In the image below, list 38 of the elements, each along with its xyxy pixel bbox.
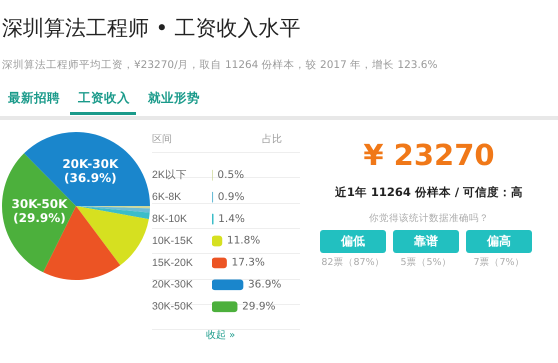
text: 82票（87%） <box>320 256 386 269</box>
text: 工资收入 <box>78 90 130 107</box>
text: 收起 » <box>206 328 236 342</box>
y-tick-label: 30K-50K <box>152 300 193 313</box>
text: 7票（7%） <box>472 256 526 269</box>
bar <box>212 258 227 268</box>
y-tick-label: 20K-30K <box>152 278 193 291</box>
data-label: 11.8% <box>226 234 260 247</box>
slice-label: 20K-30K <box>62 156 119 171</box>
text: 深圳算法工程师平均工资，¥23270/月，取自 11264 份样本，较 2017 年，增长 123.6% <box>2 58 438 72</box>
bar <box>212 280 244 290</box>
data-label: (29.9%) <box>13 210 66 225</box>
text: 偏低 <box>320 230 386 253</box>
data-label: 17.3% <box>232 256 265 269</box>
text: 偏高 <box>466 230 532 253</box>
y-tick-label: 8K-10K <box>152 212 188 225</box>
y-tick-label: 2K以下 <box>152 168 187 182</box>
text: 最新招聘 <box>8 90 60 107</box>
text: 5票（5%） <box>399 256 453 269</box>
x-axis-title: 占比 <box>262 132 282 146</box>
text: 就业形势 <box>148 90 200 107</box>
y-axis-title: 区间 <box>152 133 172 146</box>
data-label: 29.9% <box>242 300 276 312</box>
y-tick-label: 10K-15K <box>152 234 193 247</box>
bar <box>212 301 238 312</box>
slice-label: 30K-50K <box>12 196 68 211</box>
text: ¥ 23270 <box>362 138 496 172</box>
text: 靠谱 <box>393 230 459 253</box>
text: 你觉得该统计数据准确吗？ <box>368 212 490 225</box>
y-tick-label: 6K-8K <box>152 191 182 204</box>
text: 近1年 11264 份样本 / 可信度：高 <box>334 185 524 200</box>
data-label: 0.5% <box>217 168 244 181</box>
y-tick-label: 15K-20K <box>152 256 193 269</box>
chart-title: 深圳算法工程师 • 工资收入水平 <box>2 15 301 42</box>
data-label: 0.9% <box>218 190 244 203</box>
data-label: (36.9%) <box>64 170 117 185</box>
data-label: 36.9% <box>248 278 282 291</box>
data-label: 1.4% <box>218 212 245 225</box>
